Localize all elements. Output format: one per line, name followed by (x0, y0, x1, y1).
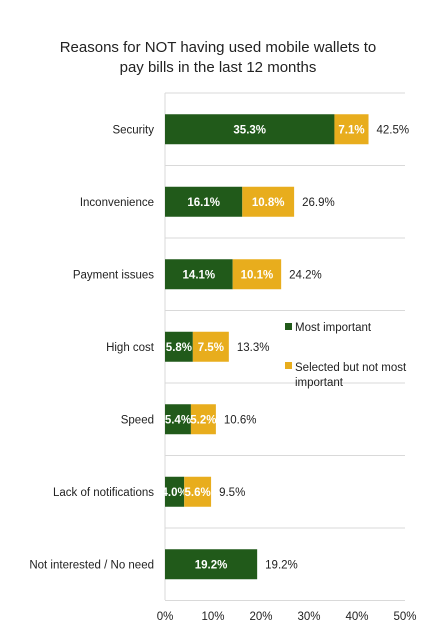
x-axis-ticks: 0% 10% 20% 30% 40% 50% (157, 611, 417, 623)
chart-title-line-1: Reasons for NOT having used mobile walle… (60, 39, 377, 56)
total-label: 13.3% (237, 342, 270, 354)
total-label: 26.9% (302, 197, 335, 209)
data-label: 5.4% (165, 414, 191, 426)
x-tick-label: 30% (297, 611, 320, 623)
data-label: 14.1% (183, 269, 216, 281)
x-tick-label: 0% (157, 611, 174, 623)
bar-segment-selected (334, 114, 369, 145)
data-label: 7.1% (338, 124, 364, 136)
x-tick-label: 10% (201, 611, 224, 623)
bar-segment-selected (242, 186, 295, 217)
category-label: High cost (106, 342, 155, 354)
total-label: 10.6% (224, 414, 257, 426)
total-label: 42.5% (377, 124, 410, 136)
data-label: 5.6% (185, 487, 211, 499)
data-label: 5.8% (166, 342, 192, 354)
total-label: 9.5% (219, 487, 245, 499)
category-labels: Security Inconvenience Payment issues High … (29, 124, 154, 571)
category-label: Inconvenience (80, 197, 154, 209)
chart-title-line-2: pay bills in the last 12 months (120, 59, 317, 76)
bar-segment-most-important (165, 331, 193, 362)
legend-swatch-selected (285, 362, 292, 369)
bar-segment-most-important (165, 404, 191, 435)
bar-segment-most-important (165, 186, 243, 217)
legend-label-selected-line-2: important (295, 377, 344, 389)
legend: Most important Selected but not most imp… (285, 322, 407, 389)
bar-segment-most-important (165, 476, 185, 507)
x-tick-label: 40% (345, 611, 368, 623)
data-label: 7.5% (198, 342, 224, 354)
bar-segment-selected (190, 404, 216, 435)
data-label: 10.8% (252, 197, 285, 209)
data-label: 16.1% (187, 197, 220, 209)
x-tick-label: 50% (393, 611, 416, 623)
category-label: Payment issues (73, 269, 154, 281)
category-label: Lack of notifications (53, 487, 154, 499)
legend-label-most-important: Most important (295, 322, 372, 334)
bar-segment-most-important (165, 549, 258, 580)
category-label: Speed (121, 414, 154, 426)
total-label: 19.2% (265, 559, 298, 571)
bar-segment-most-important (165, 114, 335, 145)
total-label: 24.2% (289, 269, 322, 281)
data-label: 5.2% (190, 414, 216, 426)
bar-segment-selected (184, 476, 212, 507)
bar-segment-selected (192, 331, 229, 362)
bars: 35.3% 7.1% 42.5% 16.1% 10.8% 26.9% 14.1% 10.1% 2… (161, 114, 410, 580)
data-label: 4.0% (161, 487, 187, 499)
data-label: 35.3% (233, 124, 266, 136)
x-tick-label: 20% (249, 611, 272, 623)
bar-segment-selected (232, 259, 282, 290)
data-label: 10.1% (241, 269, 274, 281)
category-label: Security (112, 124, 154, 136)
data-label: 19.2% (195, 559, 228, 571)
legend-label-selected-line-1: Selected but not most (295, 362, 407, 374)
legend-swatch-most-important (285, 323, 292, 330)
bar-segment-most-important (165, 259, 233, 290)
category-label: Not interested / No need (29, 559, 154, 571)
